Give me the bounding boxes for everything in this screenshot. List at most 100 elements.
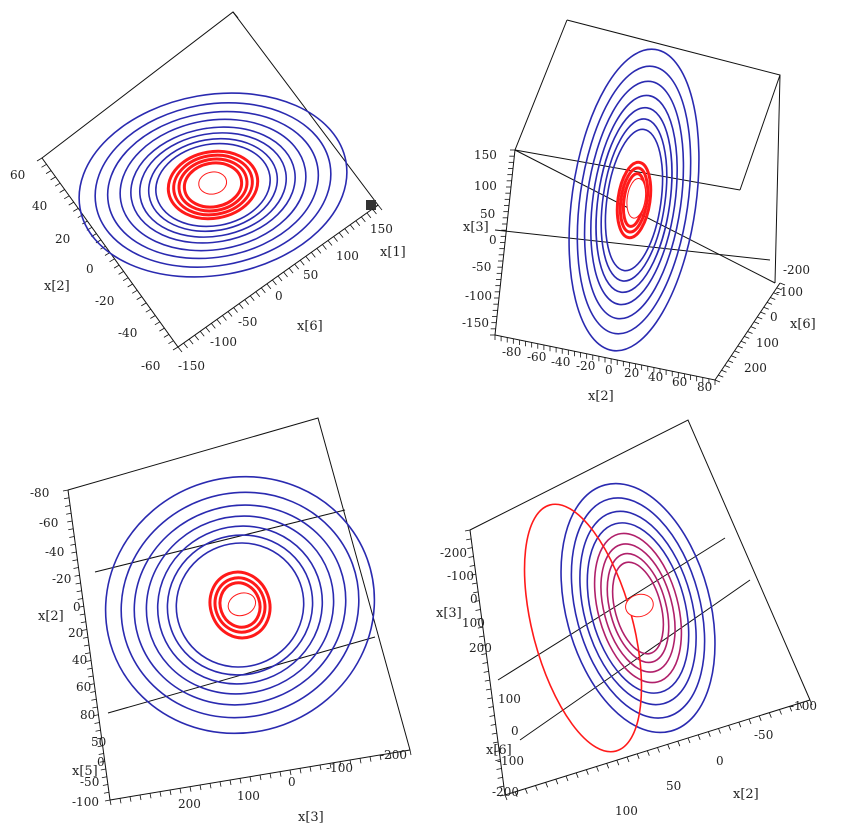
p2-right-tick-mark-16: [766, 302, 773, 305]
p2-x6-tick-3: 100: [756, 336, 779, 350]
p1-bottom-tick-mark-29: [338, 232, 344, 238]
p4-x6-tick-2: -100: [497, 754, 524, 768]
p2-x2-tick-4: 0: [605, 363, 613, 377]
p1-left-tick-mark-17: [113, 264, 120, 269]
panel-2-plane-mid: [494, 229, 771, 261]
p1-x1-label: x[1]: [380, 245, 406, 260]
p1-left-tick-mark-4: [54, 182, 61, 187]
p4-bottom-tick-mark-16: [667, 744, 671, 750]
p4-bottom-tick-mark-19: [697, 734, 701, 740]
p4-bottom-tick-mark-4: [545, 782, 549, 788]
panel-1-series-1-ring-1: [172, 153, 254, 217]
p1-x2-tick-5: -40: [118, 326, 137, 340]
p3-bottom-tick-mark-1: [119, 798, 122, 804]
p4-x2-tick-1: 50: [666, 779, 681, 793]
p4-x3-tick-4: 200: [469, 641, 492, 655]
p2-x3-tick-6: -150: [462, 316, 489, 330]
p3-bottom-tick-mark-3: [139, 794, 142, 801]
p1-bottom-tick-mark-18: [277, 275, 283, 282]
p4-bottom-tick-mark-14: [646, 750, 650, 756]
p4-left-tick-mark-21: [489, 715, 495, 717]
p4-left-tick-mark-13: [480, 644, 486, 647]
p1-bottom-tick-mark-17: [272, 279, 277, 286]
p3-x2-tick-1: -60: [39, 516, 58, 530]
p2-x3-tick-1: 100: [474, 179, 497, 193]
p2-x2-tick-8: 80: [697, 380, 712, 394]
p3-left-tick-mark-36: [100, 768, 106, 771]
panel-4-axis-x6: 100 0 -100 -200 x[6]: [486, 692, 524, 799]
p4-left-tick-mark-25: [494, 750, 500, 753]
p1-bottom-tick-mark-4: [199, 330, 205, 337]
p4-bottom-tick-mark-29: [799, 703, 803, 709]
p4-bottom-tick-mark-3: [535, 785, 538, 791]
p4-x6-label: x[6]: [486, 743, 512, 758]
p4-bottom-tick-mark-7: [575, 772, 579, 778]
p3-left-tick-mark-9: [72, 559, 78, 562]
p3-bottom-tick-mark-26: [369, 756, 372, 762]
p2-right-tick-mark-3: [724, 365, 730, 368]
p4-x2-tick-4: -100: [790, 699, 817, 713]
p4-left-tick-mark-4: [469, 564, 475, 567]
p1-bottom-tick-mark-34: [366, 212, 372, 219]
p3-x3-label: x[3]: [298, 810, 324, 825]
p3-bottom-tick-mark-24: [349, 759, 352, 766]
p4-bottom-tick-mark-30: [809, 699, 813, 706]
p4-bottom-tick-mark-9: [596, 766, 599, 772]
p3-bottom-tick-mark-28: [389, 753, 392, 759]
p1-left-tick-mark-1: [41, 163, 47, 168]
panel-2-series-0-ring-2: [583, 80, 685, 320]
p3-left-tick-mark-23: [87, 667, 93, 670]
panel-3-series-1-ring-0: [208, 570, 272, 640]
p3-bottom-tick-mark-8: [189, 786, 192, 792]
p1-bottom-tick-mark-36: [377, 204, 383, 211]
panel-1-core: [198, 171, 228, 195]
p2-right-tick-mark-4: [727, 360, 734, 363]
p2-x3-tick-4: -50: [472, 260, 491, 274]
p3-left-tick-mark-2: [65, 505, 71, 507]
p1-left-tick-mark-18: [118, 271, 124, 275]
p2-right-tick-mark-10: [747, 331, 753, 334]
panel-2-core: [626, 177, 647, 219]
p1-bottom-tick-mark-2: [188, 338, 194, 345]
panel-2-tick-marks: [490, 149, 786, 385]
p1-left-tick-mark-5: [59, 189, 65, 193]
p2-x2-tick-6: 40: [648, 370, 663, 384]
p3-bottom-tick-mark-20: [309, 766, 312, 772]
p4-bottom-tick-mark-2: [524, 788, 528, 794]
p2-right-tick-mark-2: [721, 369, 727, 373]
p3-x2-tick-3: -20: [52, 572, 71, 586]
p1-bottom-tick-mark-6: [211, 323, 216, 329]
p4-left-tick-mark-24: [492, 741, 499, 744]
p3-x3-tick-2: 0: [288, 775, 296, 789]
p3-bottom-tick-mark-2: [129, 796, 132, 802]
p3-left-tick-mark-30: [94, 722, 100, 724]
p3-x5-tick-1: 0: [97, 755, 105, 769]
p3-left-tick-mark-16: [79, 613, 85, 616]
panel-1-corner-block: [366, 200, 376, 210]
p1-x2-label: x[2]: [44, 279, 70, 294]
p1-x1-tick-6: -150: [178, 359, 205, 373]
p1-bottom-tick-mark-22: [299, 259, 305, 266]
p4-bottom-tick-mark-10: [606, 763, 610, 769]
p1-x1-tick-4: -50: [238, 315, 257, 329]
p2-x3-tick-3: 0: [489, 233, 497, 247]
panel-3-series-0-ring-6: [175, 542, 305, 668]
p1-x1-tick-2: 50: [303, 268, 318, 282]
panel-1-axis-x1: 150 100 50 0 -50 -100 -150 x[1] x[6]: [178, 222, 406, 373]
panel-3-series-0-ring-5: [166, 534, 314, 676]
p3-x2-tick-2: -40: [45, 545, 64, 559]
p2-right-tick-mark-14: [760, 311, 766, 315]
p4-bottom-tick-mark-18: [687, 737, 691, 744]
panel-2: 150 100 50 0 -50 -100 -150 x[3] -80 -60 …: [462, 19, 816, 404]
p3-left-tick-mark-10: [73, 567, 79, 569]
p4-left-tick-mark-26: [495, 759, 501, 762]
p3-left-tick-mark-29: [93, 714, 99, 717]
panel-3-series-0-ring-3: [145, 515, 335, 695]
p4-bottom-tick-mark-27: [779, 709, 782, 715]
p4-left-tick-mark-2: [467, 547, 473, 550]
p1-x2-tick-6: -60: [141, 359, 160, 373]
p3-left-tick-mark-32: [96, 737, 102, 740]
panel-2-series-1-ring-0: [615, 160, 653, 240]
p1-bottom-tick-mark-24: [311, 252, 316, 258]
